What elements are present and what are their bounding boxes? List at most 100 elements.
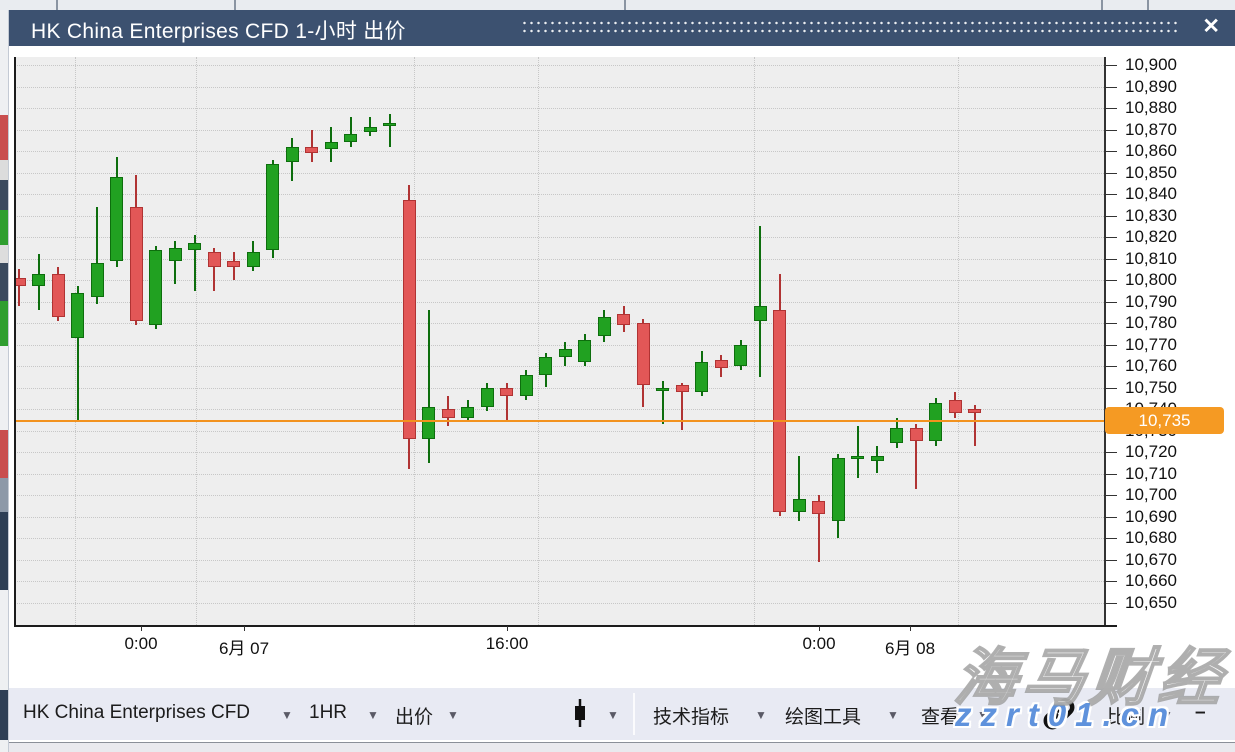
chart-window: HK China Enterprises CFD 1-小时 出价 ✕ 10,90… xyxy=(8,10,1235,752)
candle-up[interactable] xyxy=(90,262,104,298)
candle-down[interactable] xyxy=(675,385,689,392)
price-tick-label: 10,780 xyxy=(1125,313,1177,332)
minimize-dash[interactable]: – xyxy=(1195,702,1206,723)
price-tick xyxy=(1106,366,1117,367)
indicators-menu[interactable]: 技术指标 xyxy=(653,707,730,728)
candle-wick xyxy=(837,454,839,538)
candle-up[interactable] xyxy=(246,252,260,268)
background-candle-sliver xyxy=(0,115,8,160)
candle-down[interactable] xyxy=(968,409,981,414)
time-tick xyxy=(819,626,820,631)
candle-up[interactable] xyxy=(831,458,845,521)
candle-up[interactable] xyxy=(149,249,162,326)
candle-up[interactable] xyxy=(71,292,84,339)
window-titlebar[interactable]: HK China Enterprises CFD 1-小时 出价 ✕ xyxy=(9,10,1235,46)
price-type-selector[interactable]: 出价 xyxy=(395,707,434,728)
h-gridline xyxy=(15,194,1104,195)
candle-up[interactable] xyxy=(890,428,903,444)
candle-up[interactable] xyxy=(734,344,747,366)
price-tick-label: 10,840 xyxy=(1125,184,1177,203)
candle-up[interactable] xyxy=(558,348,572,358)
background-candle-sliver xyxy=(0,512,8,590)
chevron-down-icon[interactable]: ▼ xyxy=(887,708,899,722)
candle-wick xyxy=(96,206,98,304)
candle-down[interactable] xyxy=(15,277,26,287)
candle-up[interactable] xyxy=(383,123,396,127)
candle-up[interactable] xyxy=(519,374,533,397)
price-tick-label: 10,730 xyxy=(1125,420,1177,440)
candle-up[interactable] xyxy=(285,146,299,162)
price-tick xyxy=(1106,602,1117,604)
candle-up[interactable] xyxy=(461,406,474,418)
candle-wick xyxy=(564,342,566,366)
candle-wick xyxy=(739,340,742,371)
price-tick xyxy=(1106,215,1117,217)
candlestick-icon[interactable] xyxy=(569,698,591,733)
h-gridline xyxy=(15,430,1104,432)
scale-menu[interactable]: 比例 xyxy=(1107,707,1146,728)
time-tick-label: 0:00 xyxy=(124,634,158,653)
candle-up[interactable] xyxy=(344,133,357,143)
candle-down[interactable] xyxy=(500,387,513,397)
candle-up[interactable] xyxy=(324,142,338,149)
candle-down[interactable] xyxy=(305,146,318,154)
candle-up[interactable] xyxy=(539,357,552,375)
candle-wick xyxy=(603,310,605,343)
price-tick-label: 10,790 xyxy=(1125,291,1177,311)
chevron-down-icon[interactable]: ▼ xyxy=(755,708,767,722)
candle-down[interactable] xyxy=(207,252,221,268)
candle-down[interactable] xyxy=(909,428,923,442)
price-tick xyxy=(1106,409,1117,410)
candle-down[interactable] xyxy=(441,409,455,418)
close-button[interactable]: ✕ xyxy=(1202,15,1220,38)
candle-up[interactable] xyxy=(110,176,123,261)
candle-wick xyxy=(642,318,644,407)
view-menu[interactable]: 查看 xyxy=(921,707,960,728)
candle-down[interactable] xyxy=(129,206,143,321)
chevron-down-icon[interactable]: ▼ xyxy=(607,708,619,722)
chevron-down-icon[interactable]: ▼ xyxy=(367,708,379,722)
candle-down[interactable] xyxy=(948,400,962,414)
candle-down[interactable] xyxy=(636,323,650,386)
candle-down[interactable] xyxy=(812,501,825,515)
h-gridline xyxy=(15,452,1104,453)
timeframe-selector[interactable]: 1HR xyxy=(309,702,348,723)
candle-up[interactable] xyxy=(597,316,611,336)
candle-down[interactable] xyxy=(402,200,416,440)
candle-down[interactable] xyxy=(617,314,630,326)
candle-up[interactable] xyxy=(792,499,806,513)
candle-up[interactable] xyxy=(363,127,377,132)
chevron-down-icon[interactable]: ▼ xyxy=(1161,708,1173,722)
chevron-down-icon[interactable]: ▼ xyxy=(281,708,293,722)
candle-up[interactable] xyxy=(870,456,884,461)
candle-up[interactable] xyxy=(480,387,494,407)
candle-up[interactable] xyxy=(929,402,942,442)
candle-up[interactable] xyxy=(695,361,708,392)
candle-wick xyxy=(700,350,703,397)
candle-down[interactable] xyxy=(227,260,240,268)
candle-wick xyxy=(544,353,547,388)
candle-up[interactable] xyxy=(168,247,182,261)
instrument-selector[interactable]: HK China Enterprises CFD xyxy=(23,702,251,723)
candle-up[interactable] xyxy=(32,273,45,287)
candle-up[interactable] xyxy=(422,406,435,440)
background-window-edge xyxy=(56,0,58,10)
candle-down[interactable] xyxy=(51,273,65,317)
candle-up[interactable] xyxy=(266,163,279,250)
candlestick-plot[interactable] xyxy=(15,57,1104,625)
candle-up[interactable] xyxy=(188,243,201,250)
h-gridline xyxy=(15,151,1104,152)
drawing-tools-menu[interactable]: 绘图工具 xyxy=(785,707,862,728)
titlebar-drag-dots[interactable] xyxy=(521,19,1178,37)
candle-up[interactable] xyxy=(851,456,864,460)
chain-link-icon[interactable] xyxy=(1039,694,1079,739)
candle-up[interactable] xyxy=(656,387,669,391)
chevron-down-icon[interactable]: ▼ xyxy=(447,708,459,722)
candle-down[interactable] xyxy=(714,359,728,369)
h-gridline xyxy=(15,344,1104,346)
candle-down[interactable] xyxy=(773,310,786,513)
candle-up[interactable] xyxy=(578,340,591,362)
candle-up[interactable] xyxy=(753,305,767,321)
chevron-down-icon[interactable]: ▼ xyxy=(977,708,989,722)
